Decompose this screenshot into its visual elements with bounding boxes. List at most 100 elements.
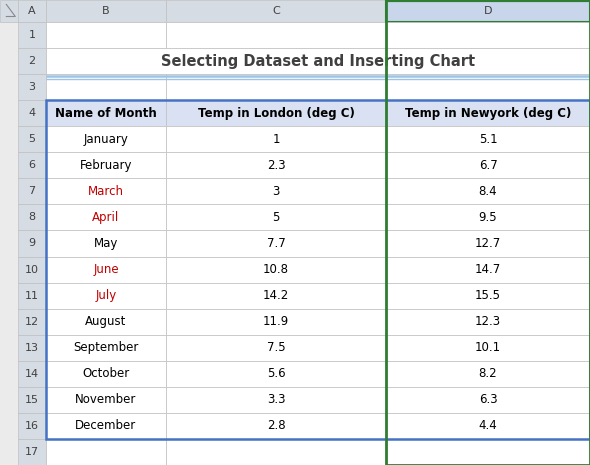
Bar	[386, 74, 590, 100]
Text: 15: 15	[25, 395, 39, 405]
Bar	[166, 22, 386, 48]
Bar	[46, 100, 590, 439]
Text: Temp in Newyork (deg C): Temp in Newyork (deg C)	[405, 106, 571, 120]
Bar	[386, 179, 590, 205]
Text: 6.3: 6.3	[478, 393, 497, 406]
Bar	[18, 257, 46, 283]
Text: June: June	[93, 263, 119, 276]
Bar	[386, 257, 590, 283]
Bar	[46, 309, 166, 335]
Text: 3: 3	[273, 185, 280, 198]
Text: 2.3: 2.3	[267, 159, 286, 172]
Bar	[166, 100, 386, 126]
Bar	[166, 205, 386, 231]
Bar	[46, 361, 166, 387]
Text: 8: 8	[28, 213, 35, 222]
Text: 12.3: 12.3	[475, 315, 501, 328]
Text: 11.9: 11.9	[263, 315, 289, 328]
Text: 14: 14	[25, 369, 39, 379]
Text: 12: 12	[25, 317, 39, 327]
Text: 5: 5	[273, 211, 280, 224]
Text: 7.7: 7.7	[267, 237, 286, 250]
Bar	[386, 231, 590, 257]
Text: 15.5: 15.5	[475, 289, 501, 302]
Bar	[46, 48, 590, 74]
Text: 5.6: 5.6	[267, 367, 286, 380]
Text: C: C	[272, 6, 280, 16]
Text: B: B	[102, 6, 110, 16]
Bar	[386, 153, 590, 179]
Bar	[166, 361, 386, 387]
Text: 4.4: 4.4	[478, 419, 497, 432]
Bar	[46, 387, 166, 413]
Bar	[166, 74, 386, 100]
Text: November: November	[76, 393, 137, 406]
Bar	[18, 335, 46, 361]
Bar	[46, 153, 166, 179]
Bar	[46, 74, 166, 100]
Bar	[386, 335, 590, 361]
Bar	[46, 22, 166, 48]
Bar	[386, 100, 590, 126]
Bar	[166, 0, 386, 22]
Bar	[18, 100, 46, 126]
Bar	[166, 309, 386, 335]
Text: 3: 3	[28, 82, 35, 92]
Bar	[18, 387, 46, 413]
Text: 9: 9	[28, 239, 35, 248]
Bar	[166, 387, 386, 413]
Bar	[386, 361, 590, 387]
Bar	[46, 126, 166, 153]
Bar	[386, 22, 590, 48]
Text: Selecting Dataset and Inserting Chart: Selecting Dataset and Inserting Chart	[161, 53, 475, 69]
Bar	[386, 0, 590, 465]
Bar	[18, 205, 46, 231]
Text: Temp in London (deg C): Temp in London (deg C)	[198, 106, 355, 120]
Bar	[18, 309, 46, 335]
Bar	[386, 205, 590, 231]
Bar	[18, 231, 46, 257]
Bar	[46, 205, 166, 231]
Text: 10: 10	[25, 265, 39, 274]
Text: January: January	[84, 133, 129, 146]
Text: 8.2: 8.2	[478, 367, 497, 380]
Bar	[166, 179, 386, 205]
Bar	[386, 126, 590, 153]
Bar	[46, 257, 166, 283]
Text: D: D	[484, 6, 492, 16]
Bar	[46, 413, 166, 439]
Bar	[46, 179, 166, 205]
Bar	[166, 413, 386, 439]
Bar	[18, 179, 46, 205]
Text: 2.8: 2.8	[267, 419, 286, 432]
Text: 16: 16	[25, 421, 39, 431]
Bar	[46, 335, 166, 361]
Text: October: October	[83, 367, 130, 380]
Bar	[386, 413, 590, 439]
Bar	[18, 153, 46, 179]
Bar	[386, 387, 590, 413]
Bar	[166, 283, 386, 309]
Bar	[166, 231, 386, 257]
Bar	[18, 74, 46, 100]
Text: December: December	[76, 419, 137, 432]
Text: 10.1: 10.1	[475, 341, 501, 354]
Text: 5: 5	[28, 134, 35, 144]
Bar	[386, 309, 590, 335]
Bar	[18, 126, 46, 153]
Text: April: April	[93, 211, 120, 224]
Text: 1: 1	[28, 30, 35, 40]
Text: 11: 11	[25, 291, 39, 300]
Bar	[18, 439, 46, 465]
Bar	[18, 48, 46, 74]
Text: May: May	[94, 237, 118, 250]
Text: 5.1: 5.1	[478, 133, 497, 146]
Text: 17: 17	[25, 447, 39, 457]
Text: 14.7: 14.7	[475, 263, 501, 276]
Bar	[46, 231, 166, 257]
Text: 10.8: 10.8	[263, 263, 289, 276]
Text: February: February	[80, 159, 132, 172]
Text: 6.7: 6.7	[478, 159, 497, 172]
Bar	[166, 257, 386, 283]
Bar	[166, 153, 386, 179]
